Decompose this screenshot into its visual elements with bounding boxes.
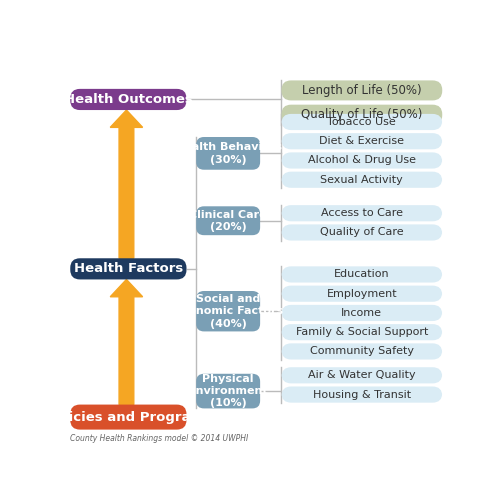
FancyBboxPatch shape <box>282 114 442 130</box>
Text: Access to Care: Access to Care <box>321 208 403 218</box>
Text: Community Safety: Community Safety <box>310 346 414 356</box>
FancyBboxPatch shape <box>282 324 442 340</box>
FancyBboxPatch shape <box>282 152 442 168</box>
FancyBboxPatch shape <box>196 137 260 170</box>
Text: Health Outcomes: Health Outcomes <box>64 93 193 106</box>
FancyBboxPatch shape <box>282 367 442 384</box>
FancyBboxPatch shape <box>70 404 186 429</box>
FancyBboxPatch shape <box>282 305 442 321</box>
FancyBboxPatch shape <box>282 133 442 150</box>
Text: Family & Social Support: Family & Social Support <box>296 327 428 337</box>
FancyBboxPatch shape <box>282 205 442 222</box>
FancyBboxPatch shape <box>282 266 442 282</box>
Text: Diet & Exercise: Diet & Exercise <box>320 136 404 146</box>
FancyBboxPatch shape <box>282 224 442 240</box>
FancyBboxPatch shape <box>196 291 260 332</box>
FancyBboxPatch shape <box>282 344 442 359</box>
Text: Tobacco Use: Tobacco Use <box>328 117 396 127</box>
Text: Quality of Life (50%): Quality of Life (50%) <box>301 108 422 121</box>
Polygon shape <box>110 110 142 258</box>
FancyBboxPatch shape <box>196 374 260 408</box>
Text: Quality of Care: Quality of Care <box>320 228 404 237</box>
Text: Physical
Environment
(10%): Physical Environment (10%) <box>188 374 268 408</box>
FancyBboxPatch shape <box>282 172 442 188</box>
Text: Education: Education <box>334 270 390 280</box>
Polygon shape <box>110 280 142 404</box>
Text: Sexual Activity: Sexual Activity <box>320 174 403 184</box>
Text: County Health Rankings model © 2014 UWPHI: County Health Rankings model © 2014 UWPH… <box>70 434 248 443</box>
FancyBboxPatch shape <box>282 286 442 302</box>
FancyBboxPatch shape <box>282 386 442 402</box>
Text: Alcohol & Drug Use: Alcohol & Drug Use <box>308 156 416 166</box>
FancyBboxPatch shape <box>70 89 186 110</box>
Text: Air & Water Quality: Air & Water Quality <box>308 370 416 380</box>
Text: Length of Life (50%): Length of Life (50%) <box>302 84 422 97</box>
Text: Employment: Employment <box>326 288 397 298</box>
Text: Social and
Economic Factors
(40%): Social and Economic Factors (40%) <box>174 294 282 328</box>
FancyBboxPatch shape <box>196 206 260 235</box>
Text: Income: Income <box>342 308 382 318</box>
Text: Health Factors: Health Factors <box>74 262 183 276</box>
FancyBboxPatch shape <box>70 258 186 280</box>
Text: Policies and Programs: Policies and Programs <box>45 410 212 424</box>
FancyBboxPatch shape <box>282 104 442 124</box>
Text: Clinical Care
(20%): Clinical Care (20%) <box>190 210 267 232</box>
Text: Housing & Transit: Housing & Transit <box>313 390 411 400</box>
Text: Health Behaviors
(30%): Health Behaviors (30%) <box>174 142 282 165</box>
FancyBboxPatch shape <box>282 80 442 100</box>
